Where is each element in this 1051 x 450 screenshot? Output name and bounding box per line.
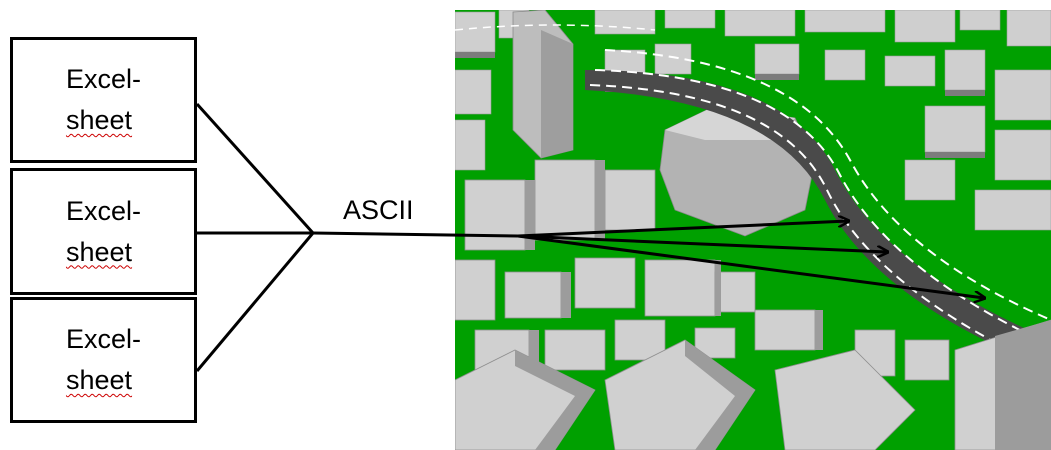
excel-sheet-box-3: Excel- sheet [10, 297, 197, 423]
connector-line-box3 [195, 232, 315, 372]
excel-sheet-label-1-line1: Excel- [65, 64, 141, 94]
excel-sheet-label-3-line1: Excel- [65, 324, 141, 354]
city-3d-render [455, 10, 1051, 450]
excel-sheet-label-3: Excel- sheet [66, 319, 141, 401]
connector-line-box1 [195, 102, 315, 235]
excel-sheet-label-3-line2: sheet [65, 365, 133, 395]
excel-sheet-label-2-line2: sheet [65, 236, 133, 267]
distant-buildings [455, 10, 1051, 231]
excel-sheet-label-2: Excel- sheet [66, 191, 141, 273]
excel-sheet-box-1: Excel- sheet [10, 37, 197, 163]
ascii-label: ASCII [343, 195, 414, 225]
excel-sheet-label-1-line2: sheet [65, 105, 133, 135]
excel-sheet-label-1: Excel- sheet [66, 59, 141, 141]
excel-sheet-label-2-line1: Excel- [65, 195, 141, 226]
tall-tower [512, 10, 574, 159]
excel-sheet-box-2: Excel- sheet [10, 168, 197, 295]
